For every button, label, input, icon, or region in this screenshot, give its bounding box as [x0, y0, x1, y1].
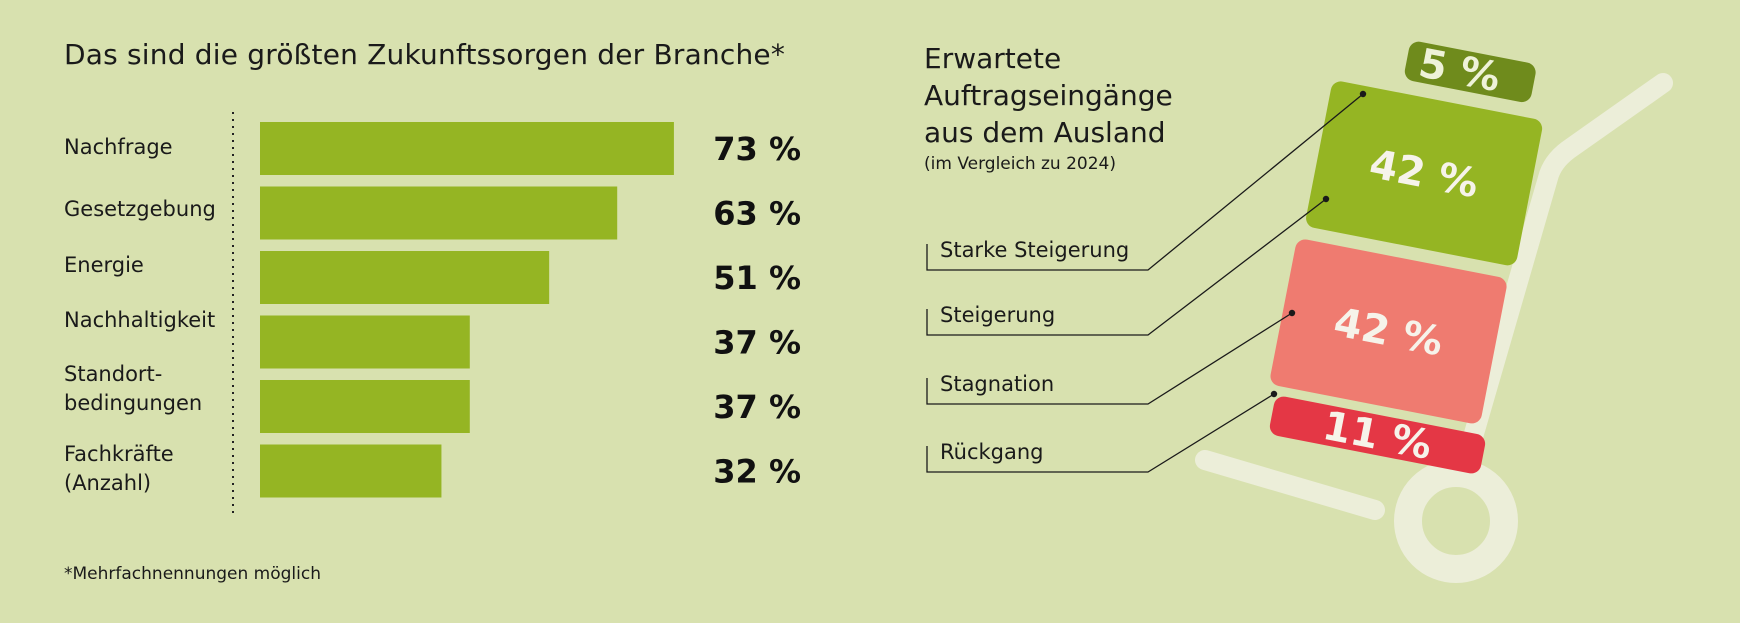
stack-box	[1270, 239, 1507, 424]
footnote: *Mehrfachnennungen möglich	[64, 564, 321, 584]
stack-segment: 42 %	[1270, 239, 1507, 424]
bar-value-label: 37 %	[713, 388, 801, 426]
category-label: Gesetzgebung	[64, 197, 216, 221]
bar	[260, 251, 550, 304]
hand-truck-illustration	[1195, 73, 1673, 583]
leader-line	[926, 393, 1275, 473]
leader-dot	[1322, 195, 1330, 203]
leader-line	[926, 312, 1293, 405]
category-label: Energie	[64, 253, 144, 277]
leader-line	[926, 198, 1327, 336]
cart-chart-subtitle: (im Vergleich zu 2024)	[924, 154, 1116, 174]
leader-dot	[1288, 309, 1296, 317]
bar	[260, 315, 470, 369]
chart-title: Das sind die größten Zukunftssorgen der …	[64, 38, 786, 71]
leader-line	[926, 93, 1364, 271]
category-label: Nachfrage	[64, 135, 173, 159]
stack-box	[1404, 41, 1536, 103]
bar-chart: 73 % 63 % 51 % 37 % 37 % 32 %	[232, 112, 801, 515]
stack-box	[1306, 81, 1543, 266]
category-label: Nachhaltigkeit	[64, 308, 216, 332]
bar	[260, 444, 442, 498]
bar-value-label: 63 %	[713, 195, 801, 233]
legend-label: Starke Steigerung	[940, 238, 1130, 262]
bar-value-label: 32 %	[713, 453, 801, 491]
bar-value-label: 51 %	[713, 259, 801, 297]
stack-value-label: 5 %	[1415, 40, 1504, 101]
legend-label: Rückgang	[940, 440, 1044, 464]
stack-box	[1269, 396, 1486, 474]
bar-value-label: 37 %	[713, 324, 801, 362]
category-label: Fachkräfte (Anzahl)	[64, 442, 174, 495]
bar	[260, 122, 674, 175]
stack-segment: 42 %	[1306, 81, 1543, 266]
hand-truck-wheel	[1394, 459, 1518, 583]
leader-dot	[1270, 390, 1278, 398]
cart-chart-title: Erwartete Auftragseingänge aus dem Ausla…	[924, 42, 1173, 149]
hand-truck-frame	[1463, 73, 1673, 447]
hand-truck-base	[1195, 450, 1385, 520]
bar	[260, 380, 470, 433]
leader-dot	[1359, 90, 1367, 98]
legend-label: Stagnation	[940, 372, 1055, 396]
bar-value-label: 73 %	[713, 130, 801, 168]
legend-label: Steigerung	[940, 303, 1056, 327]
category-label: Standort- bedingungen	[64, 362, 203, 415]
stack-segment: 5 %	[1404, 40, 1536, 103]
bar	[260, 186, 618, 240]
